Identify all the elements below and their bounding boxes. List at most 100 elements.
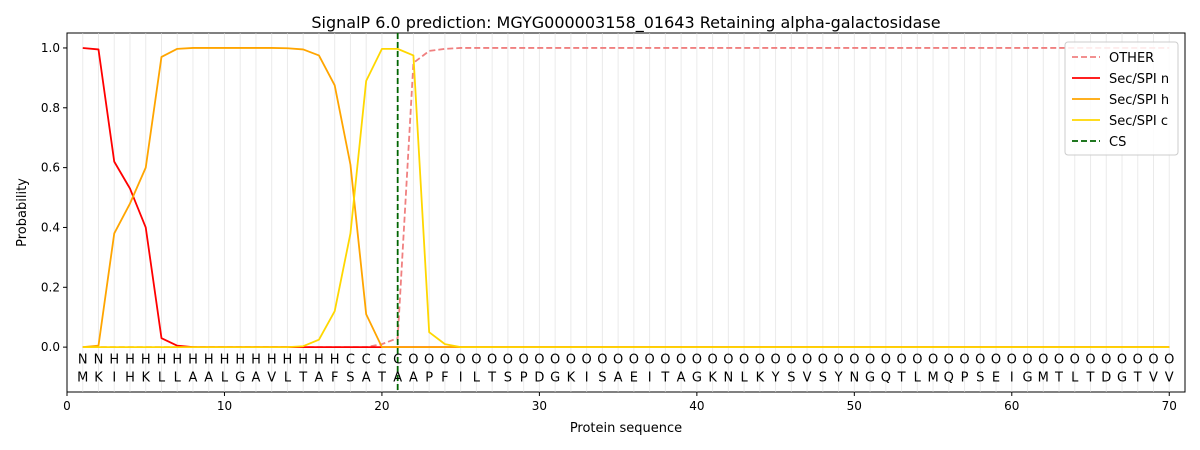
region-label: N — [94, 353, 104, 368]
residue-letter: L — [1071, 371, 1079, 386]
residue-letter: P — [425, 371, 433, 386]
position-gridlines — [82, 33, 1170, 392]
residue-letter: M — [1038, 371, 1049, 386]
region-label: N — [78, 353, 88, 368]
y-axis-ticks: 0.0 0.2 0.4 0.6 0.8 1.0 — [41, 41, 67, 354]
region-label: H — [157, 353, 167, 368]
residue-letter: I — [1010, 371, 1014, 386]
residue-letter: G — [1022, 371, 1032, 386]
region-label: O — [582, 353, 592, 368]
region-label: O — [629, 353, 639, 368]
region-label: O — [660, 353, 670, 368]
residue-letter: K — [567, 371, 576, 386]
region-label: H — [141, 353, 151, 368]
region-label: O — [613, 353, 623, 368]
residue-letter: G — [692, 371, 702, 386]
residue-letter: G — [865, 371, 875, 386]
x-axis-label: Protein sequence — [570, 421, 682, 436]
residue-letter: T — [1133, 371, 1142, 386]
residue-letter: T — [487, 371, 496, 386]
residue-letter: P — [961, 371, 969, 386]
x-tick-label: 60 — [1004, 399, 1019, 413]
region-label: C — [393, 353, 402, 368]
residue-letter: L — [284, 371, 292, 386]
residue-letter: D — [1101, 371, 1111, 386]
region-label: C — [346, 353, 355, 368]
region-label: O — [1148, 353, 1158, 368]
region-label: O — [471, 353, 481, 368]
residue-letter: T — [377, 371, 386, 386]
legend-label: OTHER — [1109, 51, 1154, 66]
residue-letter: M — [927, 371, 938, 386]
residue-letter: G — [550, 371, 560, 386]
residue-letter: E — [630, 371, 638, 386]
region-label: O — [597, 353, 607, 368]
y-tick-label: 0.0 — [41, 340, 60, 354]
region-label: O — [408, 353, 418, 368]
residue-letter: V — [1165, 371, 1174, 386]
region-label: O — [959, 353, 969, 368]
residue-letter: V — [1149, 371, 1158, 386]
region-label: O — [912, 353, 922, 368]
x-tick-label: 30 — [532, 399, 547, 413]
region-label: O — [975, 353, 985, 368]
x-tick-label: 10 — [217, 399, 232, 413]
residue-letter: K — [94, 371, 103, 386]
region-label: H — [125, 353, 135, 368]
residue-letter: M — [77, 371, 88, 386]
chart-title: SignalP 6.0 prediction: MGYG000003158_01… — [311, 13, 940, 33]
sequence-annotation: NMNKHIHHHKHLHLHAHAHLHGHAHVHLHTHAHFCSCACT… — [77, 353, 1174, 386]
residue-letter: S — [819, 371, 827, 386]
residue-letter: L — [473, 371, 481, 386]
residue-letter: I — [112, 371, 116, 386]
residue-letter: L — [174, 371, 182, 386]
region-label: O — [991, 353, 1001, 368]
residue-letter: Q — [944, 371, 954, 386]
residue-letter: A — [189, 371, 198, 386]
residue-letter: K — [708, 371, 717, 386]
region-label: O — [692, 353, 702, 368]
region-label: O — [1164, 353, 1174, 368]
residue-letter: V — [267, 371, 276, 386]
y-tick-label: 1.0 — [41, 41, 60, 55]
legend-label: CS — [1109, 135, 1126, 150]
residue-letter: S — [598, 371, 606, 386]
residue-letter: L — [221, 371, 229, 386]
residue-letter: Y — [834, 371, 843, 386]
region-label: O — [833, 353, 843, 368]
region-label: O — [881, 353, 891, 368]
region-label: O — [550, 353, 560, 368]
legend-label: Sec/SPI n — [1109, 72, 1169, 87]
legend-box — [1064, 41, 1179, 156]
residue-letter: T — [1086, 371, 1095, 386]
region-label: O — [424, 353, 434, 368]
residue-letter: L — [914, 371, 922, 386]
series-line-sec-spi-h — [82, 47, 1170, 349]
residue-letter: Q — [881, 371, 891, 386]
region-label: O — [440, 353, 450, 368]
region-label: H — [109, 353, 119, 368]
region-label: H — [267, 353, 277, 368]
x-tick-label: 0 — [63, 399, 71, 413]
x-tick-label: 40 — [689, 399, 704, 413]
region-label: O — [1085, 353, 1095, 368]
plot-area — [66, 32, 1186, 393]
residue-letter: A — [614, 371, 623, 386]
region-label: O — [1133, 353, 1143, 368]
series-line-sec-spi-n — [82, 47, 1170, 349]
y-tick-label: 0.8 — [41, 101, 60, 115]
y-tick-label: 0.2 — [41, 280, 60, 294]
residue-letter: S — [504, 371, 512, 386]
y-axis-label: Probability — [15, 178, 30, 247]
legend-label: Sec/SPI h — [1109, 93, 1169, 108]
region-label: O — [739, 353, 749, 368]
region-label: H — [283, 353, 293, 368]
series-line-sec-spi-c — [82, 47, 1170, 349]
y-tick-label: 0.6 — [41, 161, 60, 175]
residue-letter: G — [235, 371, 245, 386]
region-label: H — [188, 353, 198, 368]
residue-letter: K — [141, 371, 150, 386]
region-label: O — [676, 353, 686, 368]
residue-letter: G — [1117, 371, 1127, 386]
